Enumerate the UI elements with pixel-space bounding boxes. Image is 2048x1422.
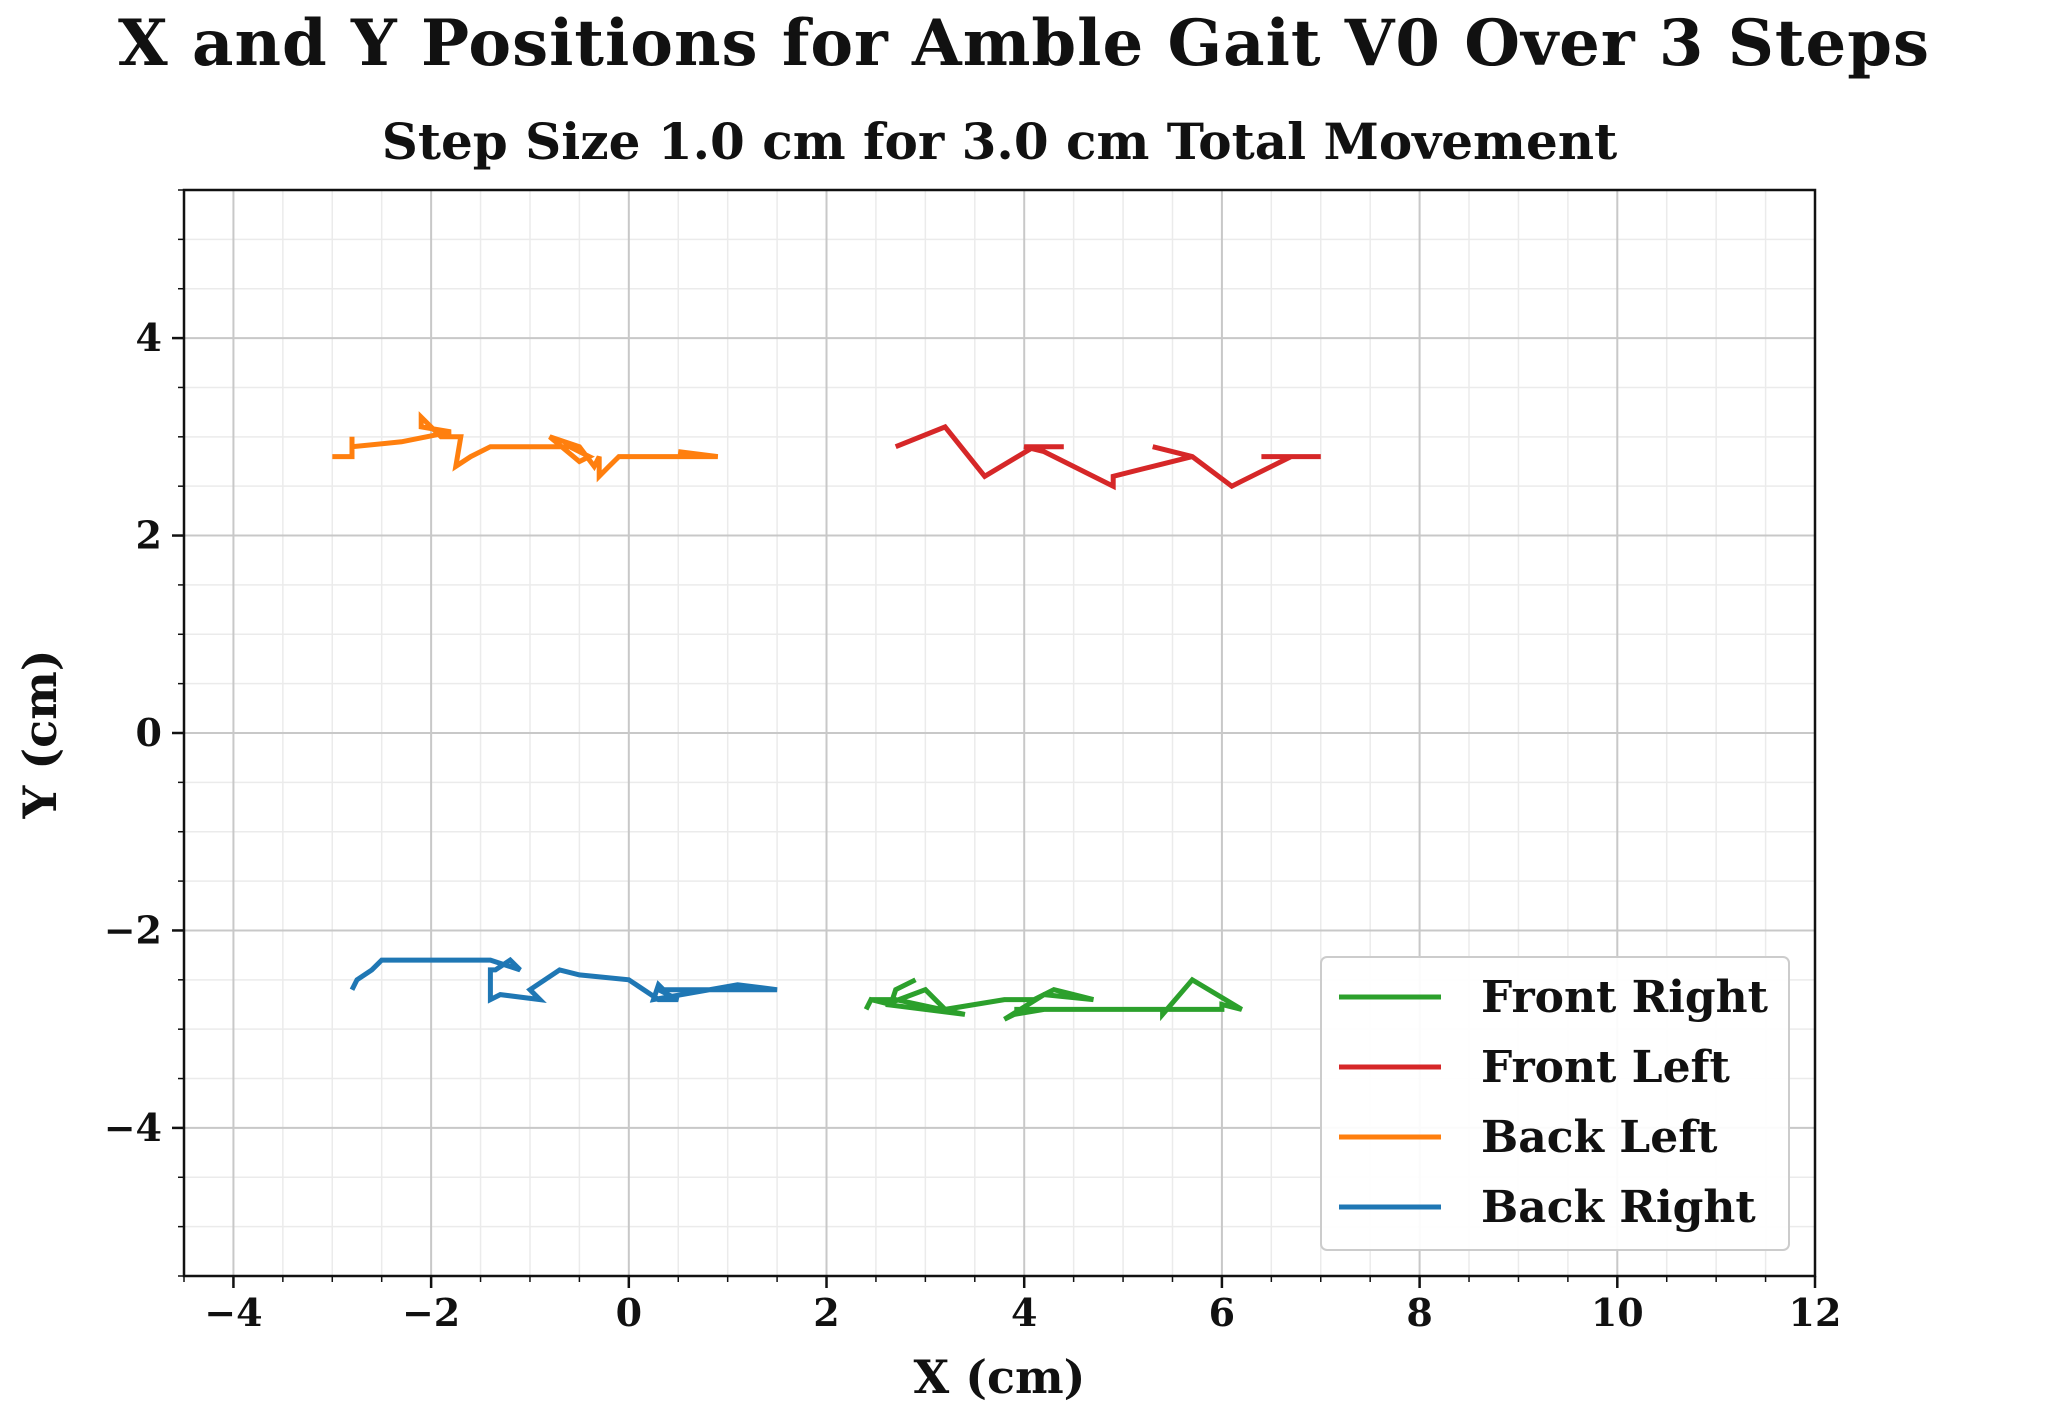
y-tick-label: 4	[136, 315, 162, 360]
x-tick-label: 4	[1011, 1290, 1037, 1335]
x-tick-label: −4	[204, 1290, 262, 1335]
x-tick-label: 2	[813, 1290, 839, 1335]
y-tick-label: −4	[104, 1105, 162, 1150]
x-tick-label: 10	[1591, 1290, 1644, 1335]
chart-subtitle: Step Size 1.0 cm for 3.0 cm Total Moveme…	[381, 112, 1618, 171]
legend-label: Back Right	[1481, 1182, 1756, 1233]
y-tick-label: −2	[104, 907, 162, 952]
chart-title: X and Y Positions for Amble Gait V0 Over…	[118, 6, 1930, 81]
y-tick-label: 0	[136, 710, 162, 755]
series-line-3	[349, 956, 778, 1004]
x-axis-label: X (cm)	[913, 1350, 1086, 1404]
legend-box	[1320, 956, 1790, 1251]
legend-label: Back Left	[1481, 1112, 1718, 1163]
series-line-1	[894, 423, 1321, 491]
x-tick-label: 12	[1789, 1290, 1842, 1335]
x-tick-label: 0	[616, 1290, 642, 1335]
y-tick-label: 2	[136, 513, 162, 558]
x-tick-label: 8	[1406, 1290, 1432, 1335]
x-tick-label: −2	[402, 1290, 460, 1335]
legend-label: Front Left	[1481, 1042, 1730, 1093]
x-tick-label: 6	[1209, 1290, 1235, 1335]
series-line-2	[332, 411, 719, 483]
series-line-0	[863, 976, 1243, 1022]
legend-label: Front Right	[1481, 972, 1769, 1023]
